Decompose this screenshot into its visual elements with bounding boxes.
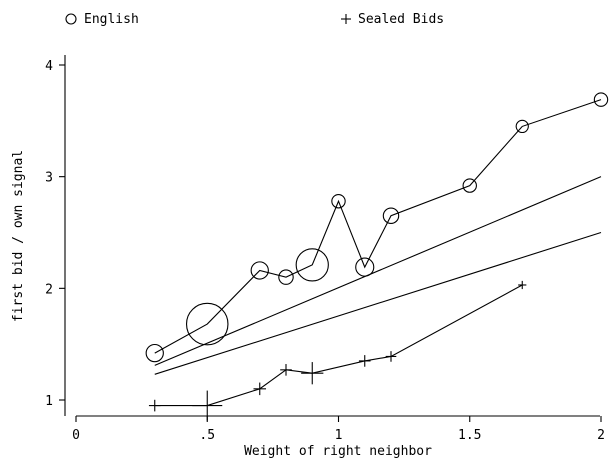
y-tick-label: 4 [45, 59, 53, 74]
english-point [278, 269, 294, 285]
y-axis-ticks: 1 2 3 4 [45, 59, 65, 409]
y-tick-label: 3 [45, 171, 53, 186]
legend-label-english: English [84, 12, 139, 27]
english-point [145, 343, 164, 363]
english-point [515, 119, 529, 134]
x-tick-label: 1.5 [458, 428, 481, 443]
english-point [331, 194, 346, 209]
sealed-bids-point [192, 390, 223, 421]
series-line-sealed-bids [154, 284, 523, 407]
english-point [593, 92, 609, 107]
x-tick-label: 1 [335, 428, 343, 443]
sealed-bids-point [358, 355, 371, 367]
series-line-english [154, 99, 602, 354]
reference-line-upper [154, 176, 602, 366]
sealed-bids-point [253, 382, 267, 396]
sealed-bids-point [148, 399, 161, 412]
reference-line-lower [154, 231, 602, 375]
x-tick-label: 2 [597, 428, 605, 443]
y-tick-label: 2 [45, 282, 53, 297]
english-point [355, 257, 375, 277]
legend-marker-english [65, 13, 77, 25]
x-tick-label: .5 [199, 428, 215, 443]
sealed-bids-point [280, 364, 292, 376]
legend-label-sealed-bids: Sealed Bids [358, 12, 444, 27]
sealed-bids-point [385, 351, 397, 362]
plot-area [145, 92, 609, 421]
english-point [295, 248, 329, 282]
legend-marker-sealed-bids [341, 14, 351, 24]
x-axis-title: Weight of right neighbor [244, 444, 432, 459]
english-point [382, 207, 400, 224]
y-axis-title: first bid / own signal [11, 150, 26, 322]
english-point [185, 302, 229, 346]
english-point [462, 178, 477, 193]
x-axis-ticks: 0 .5 1 1.5 2 [72, 416, 605, 443]
y-tick-label: 1 [45, 394, 53, 409]
x-tick-label: 0 [72, 428, 80, 443]
sealed-bids-point [301, 362, 324, 385]
english-point [250, 261, 269, 280]
legend: English Sealed Bids [65, 12, 444, 27]
sealed-bids-point [518, 280, 527, 290]
